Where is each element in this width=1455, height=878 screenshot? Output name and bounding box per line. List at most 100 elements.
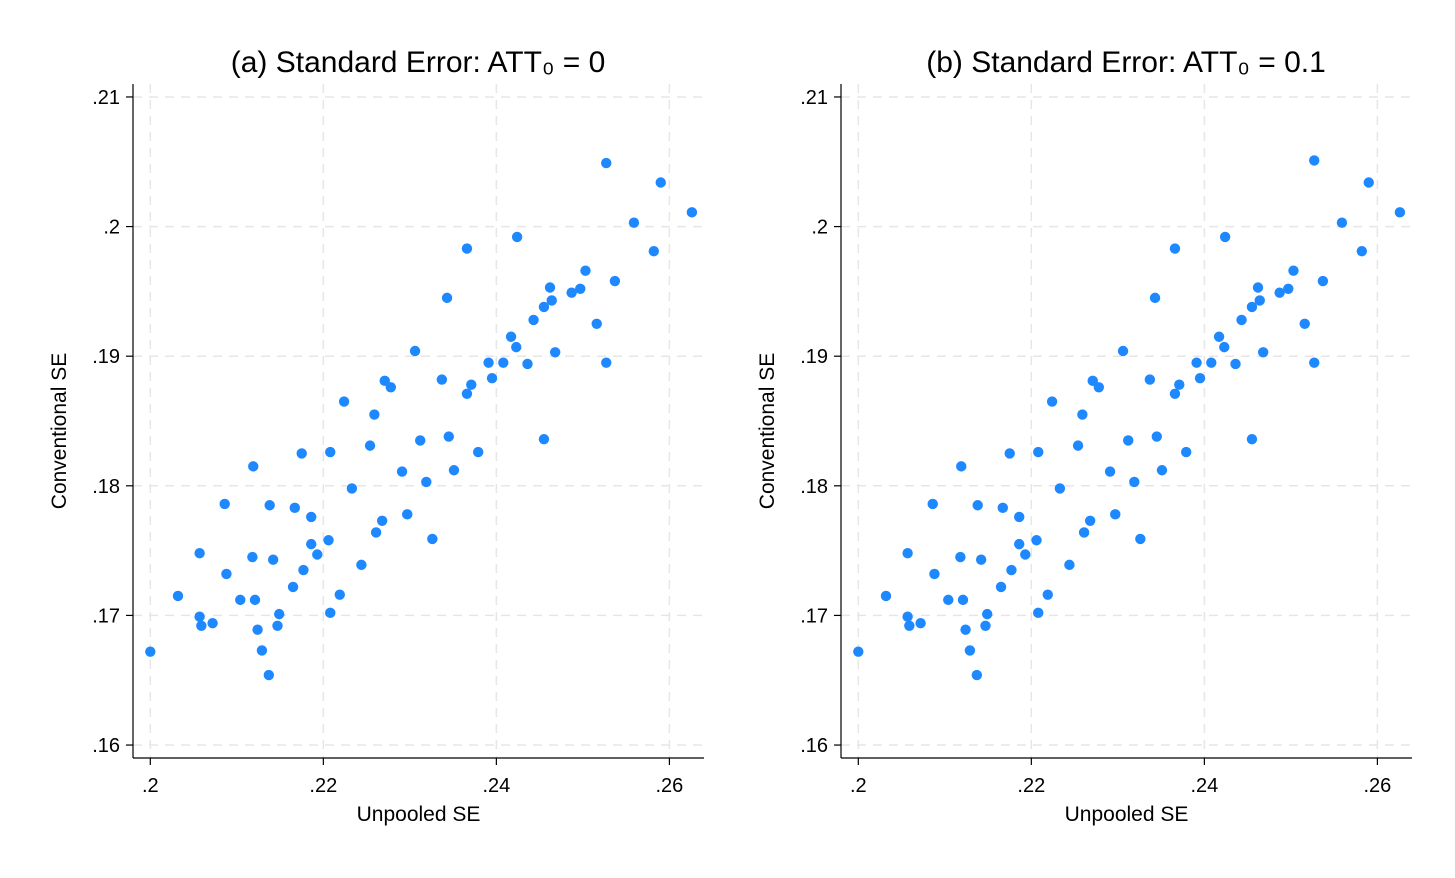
panel-a-data-point [249,594,261,606]
panel-a-data-point [538,301,550,313]
panel-b-data-point [1117,345,1129,357]
panel-a-data-point [472,446,484,458]
panel-b-y-tick-label: .19 [800,346,828,368]
panel-b-data-point [1246,433,1258,445]
panel-b-data-point [902,611,913,622]
panel-a-title: (a) Standard Error: ATT₀ = 0 [231,46,606,79]
panel-b-data-point [943,594,954,606]
panel-b-data-point [1191,357,1202,368]
panel-b-data-point [1006,564,1017,576]
panel-a-data-point [427,533,438,545]
panel-a-data-point [628,217,640,228]
panel-b-data-point [1151,431,1162,442]
panel-b-data-point [957,594,969,606]
panel-a-data-point [566,287,577,298]
panel-b-data-point [964,645,976,656]
panel-a-data-point [306,511,317,523]
panel-b-data-point [982,608,993,620]
panel-b-data-point [1129,476,1140,488]
panel-a-data-point [409,345,421,357]
panel-b-data-point [1254,295,1265,306]
panel-a-data-point [511,231,523,243]
panel-b-y-tick-label: .18 [800,476,828,498]
panel-a-data-point [686,207,698,218]
panel-b-data-point [1363,177,1374,188]
panel-b-data-point [1156,465,1168,476]
panel-a-data-point [219,498,230,510]
panel-a-data-point [505,331,517,342]
panel-a-data-point [364,440,376,451]
panel-b-y-tick-label: .17 [800,605,828,627]
panel-a-data-point [486,373,498,384]
panel-b-y-tick-label: .16 [800,735,828,757]
panel-a-data-point [325,446,336,458]
panel-a-y-tick-label: .21 [92,87,120,109]
panel-a-data-point [443,431,454,442]
panel-a-x-tick-label: .26 [655,775,683,797]
panel-b-data-point [1299,318,1310,329]
panel-b-data-point [1046,396,1058,407]
panel-b-data-point [955,551,966,563]
panel-b-data-point [927,498,938,510]
panel-a-data-point [346,483,358,494]
panel-a-x-tick-label: .22 [309,775,337,797]
panel-b-y-tick-label: .2 [811,217,828,239]
panel-b-data-point [1072,440,1084,451]
panel-a-data-point [549,347,561,358]
panel-a-y-tick-label: .19 [92,346,120,368]
panel-b-data-point [915,618,926,629]
panel-a-data-point [369,409,380,420]
panel-b-data-point [1194,373,1206,384]
panel-a-data-point [448,465,460,476]
panel-b-data-point [1309,357,1320,368]
panel-b-data-point [853,646,864,657]
panel-b-data-point [1123,435,1134,446]
panel-b-data-point [1274,287,1285,298]
panel-b-data-point [1288,265,1299,276]
panel-a-data-point [461,243,473,254]
panel-b-data-point [980,620,991,631]
panel-a-data-point [461,388,473,399]
panel-b-data-point [1309,155,1320,166]
panel-a-y-tick-label: .2 [103,217,120,239]
panel-a-data-point [609,275,621,287]
panel-b-data-point [1078,527,1090,538]
panel-b-data-point [960,624,971,635]
panel-b-data-point [1135,533,1146,545]
panel-b-data-point [975,554,987,565]
panel-b-data-point [1014,511,1025,523]
panel-b-data-point [1031,535,1042,546]
panel-b-data-point [1033,607,1044,619]
panel-b-data-point [1336,217,1348,228]
panel-a-data-point [575,283,586,294]
panel-b-data-point [1054,483,1066,494]
panel-b-data-point [1394,207,1406,218]
panel-a-data-point [298,564,309,576]
panel-b-data-point [1084,515,1096,527]
panel-b-data-point [1283,283,1294,294]
panel-b-data-point [902,548,913,559]
panel-b-data-point [904,620,915,631]
panel-b-data-point [995,581,1007,593]
panel-a-data-point [648,246,660,257]
panel-b-data-point [1219,341,1230,353]
panel-b-data-point [1087,375,1098,387]
panel-a-data-point [580,265,591,276]
panel-a-data-point [289,502,300,514]
panel-a-data-point [356,559,367,571]
panel-a-data-point [172,590,184,602]
panel-a-data-point [528,314,539,326]
panel-b-data-point [1230,358,1241,370]
panel-b-data-point [1004,448,1015,459]
panel-a-data-point [235,594,246,606]
panel-a-data-point [415,435,426,446]
panel-a-data-point [546,295,557,306]
panel-a-data-point [498,357,509,368]
panel-a-data-point [436,374,448,385]
panel-b-data-point [1180,446,1192,458]
panel-b-y-axis-title: Conventional SE [756,353,779,509]
panel-a-data-point [267,554,279,565]
panel-a-x-tick-label: .2 [142,775,159,797]
panel-a-x-axis-title: Unpooled SE [357,803,481,826]
